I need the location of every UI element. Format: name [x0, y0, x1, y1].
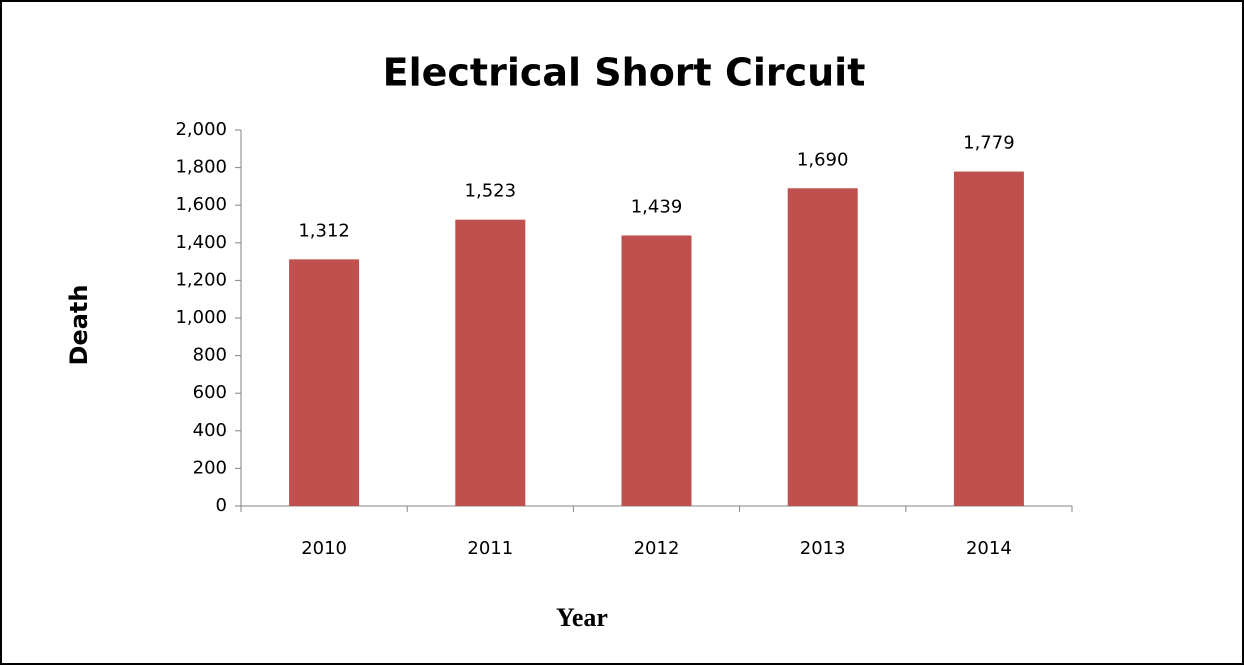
x-tick-label: 2013 [800, 538, 846, 559]
y-tick-label: 1,000 [175, 307, 227, 328]
y-tick-label: 400 [193, 420, 227, 441]
bar [787, 188, 858, 506]
data-label: 1,779 [963, 133, 1015, 154]
y-tick-label: 1,200 [175, 269, 227, 290]
bar [953, 171, 1024, 506]
bar [621, 235, 692, 506]
x-tick-label: 2012 [634, 538, 680, 559]
y-tick-label: 200 [193, 457, 227, 478]
data-label: 1,312 [298, 220, 350, 241]
y-tick-label: 2,000 [175, 119, 227, 140]
bar [455, 219, 526, 506]
y-tick-label: 1,600 [175, 194, 227, 215]
y-tick-label: 1,800 [175, 157, 227, 178]
y-axis-label: Death [65, 285, 93, 366]
x-axis-label: Year [556, 603, 608, 632]
data-label: 1,439 [631, 196, 683, 217]
bar [289, 259, 360, 506]
y-tick-label: 800 [193, 345, 227, 366]
data-label: 1,523 [465, 181, 517, 202]
chart-title: Electrical Short Circuit [383, 51, 866, 95]
x-tick-label: 2014 [966, 538, 1012, 559]
y-tick-label: 0 [216, 495, 227, 516]
data-label: 1,690 [797, 149, 849, 170]
x-tick-label: 2011 [467, 538, 513, 559]
y-tick-label: 600 [193, 382, 227, 403]
y-tick-label: 1,400 [175, 232, 227, 253]
x-tick-label: 2010 [301, 538, 347, 559]
